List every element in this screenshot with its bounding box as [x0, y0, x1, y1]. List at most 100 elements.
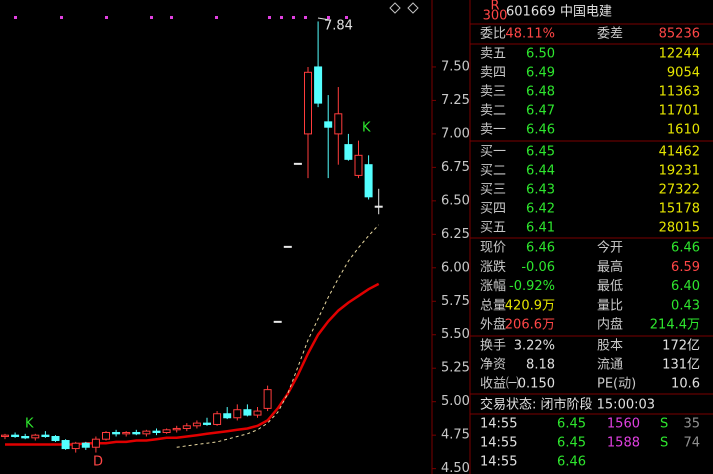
high-pointer	[317, 17, 331, 21]
order-cell: 6.44	[526, 164, 555, 179]
order-cell: 买四	[480, 202, 506, 217]
y-tick-label: 4.75	[441, 428, 470, 443]
panel-cell: 0.43	[671, 298, 700, 313]
y-tick-label: 7.00	[441, 126, 470, 141]
panel-cell: 6.40	[671, 279, 700, 294]
order-cell: 卖二	[480, 104, 506, 119]
order-cell: 12244	[659, 47, 700, 62]
y-tick-label: 6.50	[441, 193, 470, 208]
panel-cell: 206.6万	[505, 318, 555, 333]
top-markers	[14, 16, 348, 19]
panel-cell: 流通	[597, 358, 623, 373]
candle-body	[304, 71, 312, 135]
panel-cell: 8.18	[526, 358, 555, 373]
y-tick-label: 5.50	[441, 327, 470, 342]
tick-cell: 14:55	[480, 417, 517, 432]
panel-cell: 6.46	[671, 241, 700, 256]
panel-cell: 0.150	[518, 377, 555, 392]
tick-cell: 6.45	[557, 436, 586, 451]
candle-body	[283, 245, 292, 248]
candle-body	[213, 413, 222, 425]
panel-cell: 涨幅	[480, 279, 506, 294]
order-cell: 28015	[659, 221, 700, 236]
panel-cell: 48.11%	[505, 27, 555, 42]
y-tick-label: 5.25	[441, 361, 470, 376]
tick-cell: 35	[683, 417, 700, 432]
candle-body	[132, 431, 141, 435]
panel-cell: 委比	[480, 27, 506, 42]
order-cell: 买三	[480, 183, 506, 198]
panel-cell: 172亿	[662, 339, 700, 354]
panel-cell: 换手	[480, 339, 506, 354]
order-cell: 6.50	[526, 47, 555, 62]
candle-body	[31, 434, 40, 439]
panel-cell: 6.59	[671, 260, 700, 275]
order-cell: 1610	[667, 123, 700, 138]
annotation: K	[25, 417, 34, 432]
candle-body	[182, 425, 191, 429]
panel-cell: 委差	[597, 27, 623, 42]
candle-body	[253, 410, 262, 416]
candle-body	[172, 427, 181, 431]
candle-body	[91, 438, 100, 448]
order-cell: 卖五	[480, 47, 506, 62]
y-tick-label: 7.50	[441, 59, 470, 74]
order-cell: 27322	[659, 183, 700, 198]
candle-body	[334, 113, 343, 135]
annotation: D	[93, 455, 103, 470]
tick-cell: 1560	[607, 417, 640, 432]
order-cell: 41462	[659, 145, 700, 160]
order-cell: 11363	[659, 85, 700, 100]
candlestick-chart: 4.50 4.75 5.00 5.25 5.50 5.75 6.00 6.25 6.50 6.75…	[1, 17, 470, 474]
candle-body	[152, 430, 161, 433]
y-tick-label: 6.75	[441, 160, 470, 175]
candle-body	[142, 430, 151, 435]
order-cell: 卖四	[480, 66, 506, 81]
trade-status: 交易状态: 闭市阶段 15:00:03	[480, 397, 655, 413]
order-cell: 6.49	[526, 66, 555, 81]
panel-cell: 收益㈠	[480, 377, 519, 392]
tick-cell: S	[660, 436, 668, 451]
candle-body	[374, 205, 383, 208]
panel-cell: 10.6	[671, 377, 700, 392]
candle-body	[81, 442, 90, 448]
order-cell: 6.46	[526, 123, 555, 138]
badge: 300	[483, 9, 508, 24]
candle-body	[192, 422, 201, 427]
tick-cell: 1588	[607, 436, 640, 451]
panel-cell: 214.4万	[650, 318, 700, 333]
order-cell: 买一	[480, 145, 506, 160]
order-cell: 6.45	[526, 145, 555, 160]
order-cell: 19231	[659, 164, 700, 179]
order-cell: 9054	[667, 66, 700, 81]
panel-cell: 6.46	[526, 241, 555, 256]
candle-body	[314, 66, 323, 104]
candle-body	[41, 434, 50, 438]
panel-cell: 最低	[597, 279, 623, 294]
panel-cell: -0.06	[521, 260, 555, 275]
candle-body	[203, 422, 211, 425]
panel-cell: 85236	[659, 27, 700, 42]
y-tick-label: 4.50	[441, 461, 470, 474]
order-cell: 买五	[480, 221, 506, 236]
chart-icons[interactable]	[389, 2, 419, 14]
stock-name: 中国电建	[560, 5, 612, 20]
candle-body	[324, 121, 333, 128]
candle-body	[273, 320, 282, 323]
panel-cell: PE(动)	[597, 377, 636, 392]
panel-cell: 今开	[597, 240, 623, 256]
order-cell: 卖三	[480, 85, 506, 100]
moving-average	[176, 224, 380, 448]
stock-code: 601669	[506, 5, 556, 20]
candle-body	[243, 409, 252, 416]
tick-cell: 6.45	[557, 417, 586, 432]
panel-cell: 3.22%	[514, 339, 555, 354]
panel-cell: 420.9万	[505, 298, 555, 313]
panel-cell: 股本	[597, 339, 623, 354]
panel-cell: 净资	[480, 358, 506, 373]
candle-body	[293, 162, 302, 165]
annotation: 7.84	[324, 19, 353, 34]
y-tick-label: 7.25	[441, 93, 470, 108]
panel-cell: 外盘	[480, 317, 506, 333]
